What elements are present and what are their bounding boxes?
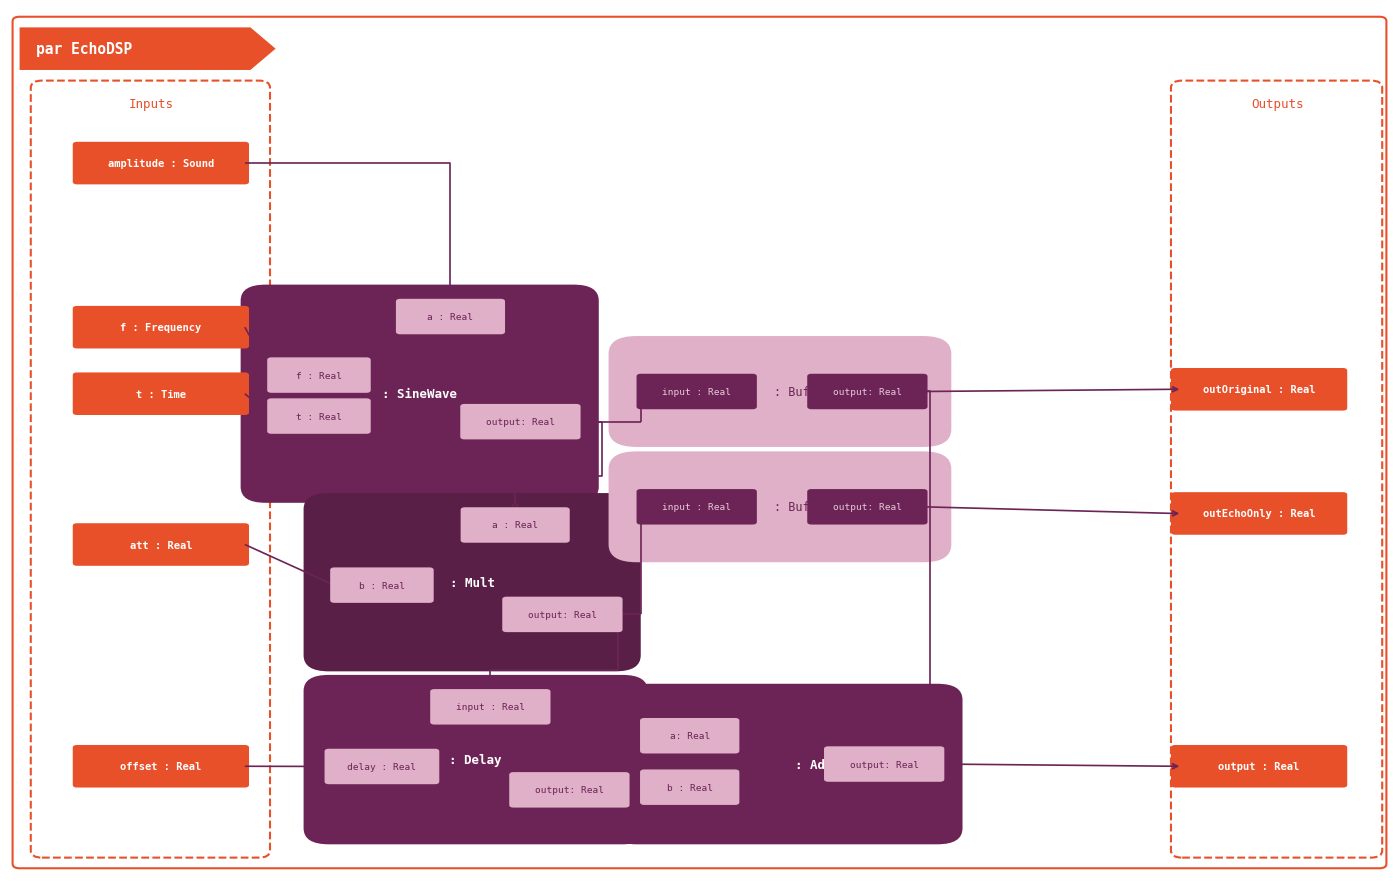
FancyBboxPatch shape	[1171, 745, 1347, 788]
FancyBboxPatch shape	[639, 770, 739, 805]
FancyBboxPatch shape	[502, 597, 623, 633]
FancyBboxPatch shape	[73, 307, 249, 349]
Text: output: Real: output: Real	[849, 759, 919, 769]
Text: : Mult: : Mult	[449, 576, 495, 589]
Text: : Buffer: : Buffer	[775, 501, 831, 514]
Text: output: Real: output: Real	[832, 502, 902, 512]
Text: amplitude : Sound: amplitude : Sound	[108, 159, 214, 169]
Text: : SineWave: : SineWave	[382, 388, 457, 400]
Text: a : Real: a : Real	[428, 313, 473, 322]
Text: Outputs: Outputs	[1251, 98, 1304, 111]
Text: att : Real: att : Real	[130, 540, 192, 550]
FancyBboxPatch shape	[637, 375, 757, 409]
FancyBboxPatch shape	[13, 18, 1386, 868]
Text: t : Real: t : Real	[297, 412, 341, 421]
Text: input : Real: input : Real	[456, 703, 525, 711]
FancyBboxPatch shape	[824, 746, 944, 782]
Text: input : Real: input : Real	[662, 387, 732, 397]
Text: : Buffer: : Buffer	[775, 385, 831, 399]
FancyBboxPatch shape	[609, 337, 951, 447]
FancyBboxPatch shape	[1171, 369, 1347, 411]
FancyBboxPatch shape	[73, 524, 249, 566]
Text: : Delay: : Delay	[449, 753, 502, 766]
FancyBboxPatch shape	[509, 773, 630, 808]
Text: delay : Real: delay : Real	[347, 762, 417, 771]
FancyBboxPatch shape	[396, 299, 505, 335]
Text: output : Real: output : Real	[1219, 761, 1300, 772]
Text: input : Real: input : Real	[662, 502, 732, 512]
FancyBboxPatch shape	[330, 568, 434, 603]
FancyBboxPatch shape	[73, 143, 249, 185]
Text: outOriginal : Real: outOriginal : Real	[1203, 385, 1315, 395]
FancyBboxPatch shape	[807, 375, 928, 409]
FancyBboxPatch shape	[73, 373, 249, 416]
FancyBboxPatch shape	[637, 490, 757, 525]
Text: Inputs: Inputs	[129, 98, 173, 111]
FancyBboxPatch shape	[807, 490, 928, 525]
FancyBboxPatch shape	[267, 399, 371, 434]
FancyBboxPatch shape	[429, 689, 550, 725]
FancyBboxPatch shape	[611, 684, 963, 844]
Text: a: Real: a: Real	[670, 732, 709, 741]
Text: b : Real: b : Real	[667, 783, 712, 792]
FancyBboxPatch shape	[241, 285, 599, 503]
FancyBboxPatch shape	[267, 358, 371, 393]
FancyBboxPatch shape	[304, 675, 648, 844]
Text: offset : Real: offset : Real	[120, 761, 201, 772]
Text: output: Real: output: Real	[534, 786, 604, 795]
Polygon shape	[20, 28, 276, 71]
Text: output: Real: output: Real	[832, 387, 902, 397]
FancyBboxPatch shape	[1171, 493, 1347, 535]
FancyBboxPatch shape	[609, 452, 951, 563]
FancyBboxPatch shape	[304, 494, 641, 672]
FancyBboxPatch shape	[73, 745, 249, 788]
FancyBboxPatch shape	[639, 719, 739, 754]
Text: par EchoDSP: par EchoDSP	[36, 43, 133, 57]
Text: output: Real: output: Real	[485, 417, 555, 427]
Text: t : Time: t : Time	[136, 389, 186, 400]
Text: : Add2: : Add2	[795, 758, 839, 771]
FancyBboxPatch shape	[460, 404, 581, 440]
Text: b : Real: b : Real	[360, 581, 404, 590]
FancyBboxPatch shape	[325, 749, 439, 784]
Text: f : Frequency: f : Frequency	[120, 323, 201, 333]
FancyBboxPatch shape	[460, 508, 569, 543]
Text: outEchoOnly : Real: outEchoOnly : Real	[1203, 509, 1315, 519]
Text: a : Real: a : Real	[492, 521, 539, 530]
Text: output: Real: output: Real	[527, 610, 597, 619]
Text: f : Real: f : Real	[297, 371, 341, 380]
